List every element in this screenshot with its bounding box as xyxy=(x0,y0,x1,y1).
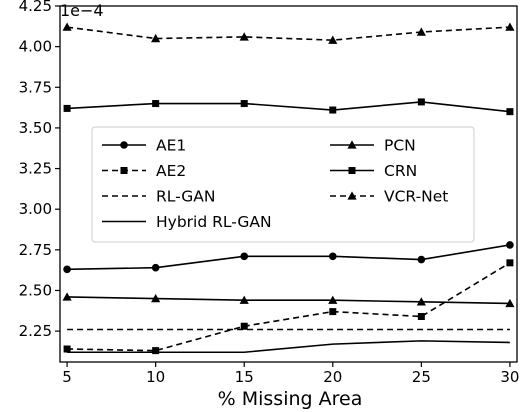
data-point-crn xyxy=(240,100,248,108)
data-point-ae2 xyxy=(240,322,248,330)
data-point-crn xyxy=(417,98,425,106)
data-point-pcn xyxy=(416,297,426,306)
y-axis-offset-label: 1e−4 xyxy=(60,1,104,20)
legend-box xyxy=(91,126,475,243)
data-point-pcn xyxy=(328,295,338,304)
data-point-vcr-net xyxy=(239,32,249,41)
legend-entry-rl-gan: RL-GAN xyxy=(102,188,216,206)
series-pcn xyxy=(62,292,515,308)
data-point-pcn xyxy=(239,295,249,304)
data-point-pcn xyxy=(62,292,72,301)
legend: AE1 PCN AE2 CRN RL-GAN VCR-Net Hybrid RL-GAN xyxy=(91,126,475,243)
series-line-vcr-net xyxy=(66,26,510,41)
series-ae1 xyxy=(63,241,514,274)
series-vcr-net xyxy=(62,22,515,44)
legend-entry-crn: CRN xyxy=(330,162,417,180)
x-tick-label: 5 xyxy=(62,368,72,386)
series-line-hybrid-rl-gan xyxy=(67,340,510,354)
legend-label-vcr-net: VCR-Net xyxy=(384,188,448,206)
legend-entry-hybrid-rl-gan: Hybrid RL-GAN xyxy=(102,213,272,231)
data-point-ae1 xyxy=(240,252,249,261)
legend-marker-ae1 xyxy=(120,141,128,149)
y-tick-label: 4.00 xyxy=(19,38,52,56)
data-point-ae1 xyxy=(506,241,514,249)
legend-label-pcn: PCN xyxy=(384,137,416,155)
y-tick-label: 2.75 xyxy=(19,241,52,259)
series-line-ae1 xyxy=(67,244,511,271)
legend-marker-vcr-net xyxy=(347,191,357,200)
y-tick-label: 3.25 xyxy=(19,160,52,178)
data-point-crn xyxy=(63,104,71,112)
x-tick-label: 10 xyxy=(146,368,165,386)
series-ae2 xyxy=(63,259,514,355)
series-hybrid-rl-gan xyxy=(67,340,510,354)
legend-entry-pcn: PCN xyxy=(330,137,416,155)
legend-entry-ae1: AE1 xyxy=(102,137,186,155)
x-tick-label: 20 xyxy=(323,368,342,386)
y-tick-label: 4.25 xyxy=(19,0,52,15)
data-point-crn xyxy=(329,106,337,114)
x-tick-label: 25 xyxy=(412,368,431,386)
data-point-vcr-net xyxy=(505,22,515,31)
series-line-pcn xyxy=(67,296,510,305)
legend-marker-pcn xyxy=(347,140,357,149)
plot-frame xyxy=(59,5,518,363)
legend-label-crn: CRN xyxy=(384,162,417,180)
legend-marker-crn xyxy=(348,167,356,174)
axes-layer: 5 10 15 20 25 30 2.25 2.50 2.75 3.00 3.25 3.50 3.75 4… xyxy=(19,0,520,386)
y-tick-label: 2.25 xyxy=(19,322,52,340)
y-tick-label: 3.00 xyxy=(19,200,52,218)
legend-label-ae1: AE1 xyxy=(156,137,186,155)
legend-entry-ae2: AE2 xyxy=(102,162,186,180)
data-point-ae1 xyxy=(328,252,337,261)
legend-marker-ae2 xyxy=(120,167,128,174)
data-point-ae1 xyxy=(63,265,71,274)
data-point-vcr-net xyxy=(328,35,338,44)
data-point-ae2 xyxy=(152,347,160,355)
x-tick-label: 30 xyxy=(500,368,519,386)
series-line-crn xyxy=(67,101,511,113)
data-point-ae1 xyxy=(151,263,160,272)
data-point-vcr-net xyxy=(151,33,161,43)
data-point-ae2 xyxy=(63,345,71,353)
data-point-ae2 xyxy=(506,259,514,267)
data-point-pcn xyxy=(151,294,161,303)
y-tick-label: 2.50 xyxy=(19,281,52,299)
series-layer xyxy=(62,22,515,355)
legend-entry-vcr-net: VCR-Net xyxy=(330,188,448,206)
data-point-vcr-net xyxy=(62,22,72,31)
legend-label-rl-gan: RL-GAN xyxy=(156,188,216,206)
data-point-vcr-net xyxy=(416,27,426,36)
data-point-ae1 xyxy=(417,255,426,264)
data-point-crn xyxy=(506,108,514,116)
legend-label-hybrid-rl-gan: Hybrid RL-GAN xyxy=(156,213,272,231)
data-point-pcn xyxy=(505,298,515,308)
data-point-ae2 xyxy=(417,312,425,320)
legend-label-ae2: AE2 xyxy=(156,162,186,180)
series-crn xyxy=(63,98,514,116)
x-axis-label: % Missing Area xyxy=(218,388,363,410)
data-point-ae2 xyxy=(329,308,337,316)
x-tick-label: 15 xyxy=(235,368,254,386)
series-line-ae2 xyxy=(67,262,511,352)
y-tick-label: 3.50 xyxy=(19,119,52,137)
data-point-crn xyxy=(152,100,160,108)
y-tick-label: 3.75 xyxy=(19,78,52,96)
